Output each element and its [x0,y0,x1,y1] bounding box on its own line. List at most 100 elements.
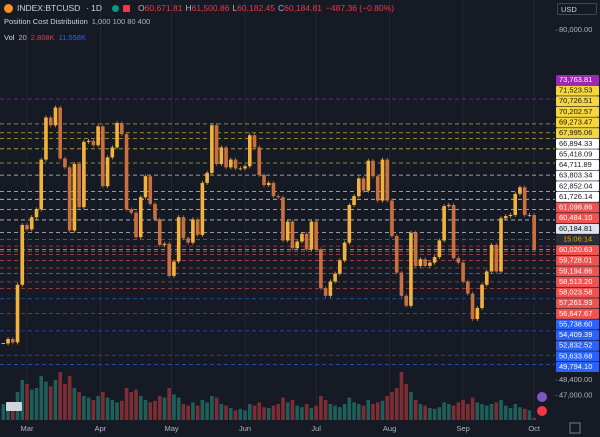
candle [513,193,518,215]
x-tick-label: Sep [456,424,469,433]
candle [10,339,15,343]
candle [432,257,437,263]
countdown-bg [556,234,599,245]
alert-icon [537,392,547,402]
level-label-bg [556,160,599,171]
candle [252,135,257,148]
candle [210,125,214,173]
volume-bar [480,404,484,420]
volume-bar [67,376,72,420]
volume-bar [428,408,432,420]
level-label: 58,513.20 [559,277,592,286]
volume-bar [214,397,219,420]
candle [380,159,385,201]
level-label: 70,726.51 [559,96,592,105]
candle [77,164,81,208]
volume-name[interactable]: Vol [4,33,15,42]
candle [115,123,119,148]
volume-bar [390,392,394,420]
candle [333,273,337,282]
candle [503,216,508,219]
volume-bar [285,402,290,420]
volume-bar [342,404,347,420]
volume-bar [58,372,62,420]
level-label-bg [556,276,599,287]
volume-bar [162,397,167,420]
candle [82,141,86,208]
volume-bar [352,402,356,420]
level-label-bg [556,245,599,256]
candle [172,261,176,276]
candle [347,205,352,243]
y-tick-label: 80,000.00 [559,25,592,34]
interval[interactable]: 1D [84,3,102,13]
indicator-name[interactable]: Position Cost Distribution [4,17,88,26]
volume-ma: 11.558K [58,33,86,42]
volume-bar [129,392,134,420]
flag-icon[interactable] [123,4,131,12]
candle [138,197,143,238]
volume-bar [518,407,522,420]
volume-bar [25,384,29,420]
level-label-bg [556,308,599,319]
currency-select[interactable]: USD [557,3,597,15]
level-label-bg [556,202,599,213]
candle [323,288,328,296]
level-label: 59,728.01 [559,256,592,265]
ohlc-item: L60,182.45 [232,3,275,13]
volume-bar [105,397,110,420]
volume-bar [290,400,295,420]
candle [243,166,247,169]
candle [404,295,408,306]
candle [418,259,423,266]
volume-bar [304,404,309,420]
candle [409,232,413,306]
volume-bar [404,384,408,420]
volume-bar [413,400,418,420]
volume-bar [300,407,304,420]
volume-bar [115,402,119,420]
candle [532,214,536,250]
volume-bar [503,405,508,420]
candle [176,217,181,262]
volume-value: 2.808K [30,33,55,42]
candle [451,205,456,259]
volume-bar [20,380,25,420]
volume-bar [238,408,243,420]
level-label: 66,894.33 [559,139,592,148]
candle [157,219,162,245]
volume-bar [375,402,380,420]
level-label-bg [556,362,599,372]
x-tick-label: Oct [528,424,541,433]
volume-bar [394,388,399,420]
volume-bar [437,407,442,420]
y-tick-label: 48,400.00 [559,375,592,384]
volume-bar [229,408,233,420]
volume-bar [527,410,532,420]
volume-bar [77,392,81,420]
candle [105,157,110,187]
ohlc-label: C [278,3,285,13]
level-label-bg [556,340,599,351]
ohlc-value: 60,671.81 [144,3,183,13]
candle [461,262,465,282]
ohlc-label: H [185,3,192,13]
volume-bar [295,405,299,420]
level-label: 54,409.39 [559,330,592,339]
candle [34,209,39,218]
y-tick-label: 47,000.00 [559,390,592,399]
volume-bar [224,405,228,420]
candle [484,271,489,285]
ohlc-value: 60,184.81 [284,3,322,13]
volume-bar [143,400,148,420]
candle [319,249,323,289]
candle [271,182,276,197]
volume-bar [247,404,252,420]
symbol[interactable]: INDEX:BTCUSD [17,3,81,13]
level-label-bg [556,266,599,277]
candle [304,233,309,250]
candle [328,281,333,296]
level-label-bg [556,170,599,181]
volume-bar [451,405,456,420]
volume-bar [53,380,58,420]
